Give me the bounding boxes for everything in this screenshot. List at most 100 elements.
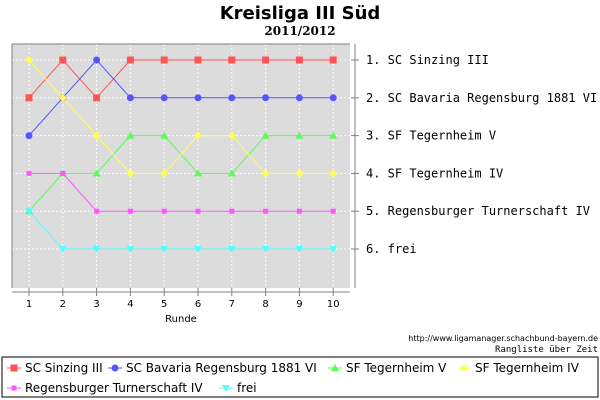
series: [25, 56, 337, 140]
series-line: [28, 59, 334, 136]
x-tick-label: 8: [262, 299, 268, 310]
data-point: [229, 208, 235, 214]
data-point: [60, 170, 66, 176]
data-point: [58, 246, 67, 253]
series: [25, 56, 338, 178]
x-tick-label: 6: [195, 299, 201, 310]
data-point: [295, 131, 304, 139]
legend-label: frei: [237, 381, 257, 395]
data-point: [161, 208, 167, 214]
data-point: [194, 94, 202, 102]
data-point: [228, 56, 236, 64]
legend-label: SF Tegernheim IV: [475, 361, 580, 375]
series: [25, 208, 338, 253]
x-tick-label: 5: [161, 299, 167, 310]
x-tick-label: 1: [26, 299, 32, 310]
legend-item: SC Sinzing III: [7, 361, 103, 375]
data-point: [329, 169, 338, 178]
legend: [1, 356, 599, 398]
data-point: [330, 208, 336, 214]
data-point: [329, 246, 338, 253]
data-point: [160, 169, 169, 178]
y-tick-label: 6. frei: [366, 242, 417, 256]
data-point: [261, 169, 270, 178]
data-point: [194, 169, 202, 177]
x-tick-label: 9: [296, 299, 302, 310]
legend-marker: [460, 364, 468, 372]
data-point: [295, 94, 303, 102]
x-axis-label: Runde: [165, 314, 197, 325]
legend-item: SC Bavaria Regensburg 1881 VI: [108, 361, 317, 375]
x-tick-label: 7: [229, 299, 235, 310]
legend-items: SC Sinzing III SC Bavaria Regensburg 1881…: [7, 361, 580, 395]
data-point: [262, 56, 270, 64]
data-point: [160, 246, 169, 253]
series-line: [28, 59, 334, 174]
data-point: [26, 170, 32, 176]
data-point: [227, 131, 236, 140]
x-tick-label: 3: [93, 299, 99, 310]
data-point: [295, 169, 304, 178]
y-ticks: 1. SC Sinzing III 2. SC Bavaria Regensbur…: [351, 53, 597, 256]
y-tick-label: 1. SC Sinzing III: [366, 53, 489, 67]
data-point: [126, 131, 135, 139]
data-point: [25, 56, 33, 64]
data-point: [25, 132, 33, 140]
data-point: [25, 94, 33, 102]
x-tick-label: 10: [327, 299, 340, 310]
data-point: [93, 94, 101, 102]
data-point: [227, 169, 236, 177]
x-tick-label: 2: [60, 299, 66, 310]
series-layer: [25, 56, 338, 253]
legend-marker: [111, 364, 119, 372]
data-point: [228, 94, 236, 102]
data-point: [261, 246, 270, 253]
legend-item: Regensburger Turnerschaft IV: [7, 381, 203, 395]
series-line: [28, 210, 334, 250]
data-point: [92, 131, 101, 140]
data-point: [296, 208, 302, 214]
legend-marker: [222, 385, 230, 392]
data-point: [227, 246, 236, 253]
data-point: [93, 56, 101, 64]
legend-marker: [331, 364, 339, 371]
legend-label: Regensburger Turnerschaft IV: [25, 381, 203, 395]
data-point: [59, 56, 67, 64]
data-point: [160, 131, 169, 139]
series-line: [29, 172, 334, 212]
data-point: [127, 208, 133, 214]
data-point: [92, 246, 101, 253]
chart-caption: Rangliste über Zeit: [495, 345, 598, 355]
chart-subtitle: 2011/2012: [264, 24, 335, 38]
data-point: [58, 93, 67, 102]
data-point: [92, 169, 101, 177]
y-tick-label: 5. Regensburger Turnerschaft IV: [366, 204, 590, 218]
legend-item: SF Tegernheim V: [328, 361, 447, 375]
legend-item: frei: [219, 381, 257, 395]
data-point: [329, 131, 338, 139]
legend-label: SC Sinzing III: [25, 361, 103, 375]
data-point: [126, 246, 135, 253]
data-point: [126, 56, 134, 64]
data-point: [262, 94, 270, 102]
data-point: [25, 208, 33, 216]
y-tick-label: 2. SC Bavaria Regensburg 1881 VI: [366, 91, 597, 105]
source-url: http://www.ligamanager.schachbund-bayern…: [408, 334, 598, 343]
data-point: [263, 208, 269, 214]
data-point: [329, 94, 337, 102]
data-point: [194, 56, 202, 64]
data-point: [194, 246, 202, 253]
data-point: [295, 56, 303, 64]
legend-label: SC Bavaria Regensburg 1881 VI: [126, 361, 317, 375]
x-tick-label: 4: [127, 299, 133, 310]
data-point: [295, 246, 304, 253]
chart-title: Kreisliga III Süd: [220, 3, 381, 24]
legend-marker: [11, 385, 17, 391]
data-point: [126, 169, 135, 178]
data-point: [126, 94, 134, 102]
data-point: [194, 131, 202, 140]
data-point: [160, 56, 168, 64]
data-point: [195, 208, 201, 214]
plot-area: [12, 44, 350, 288]
